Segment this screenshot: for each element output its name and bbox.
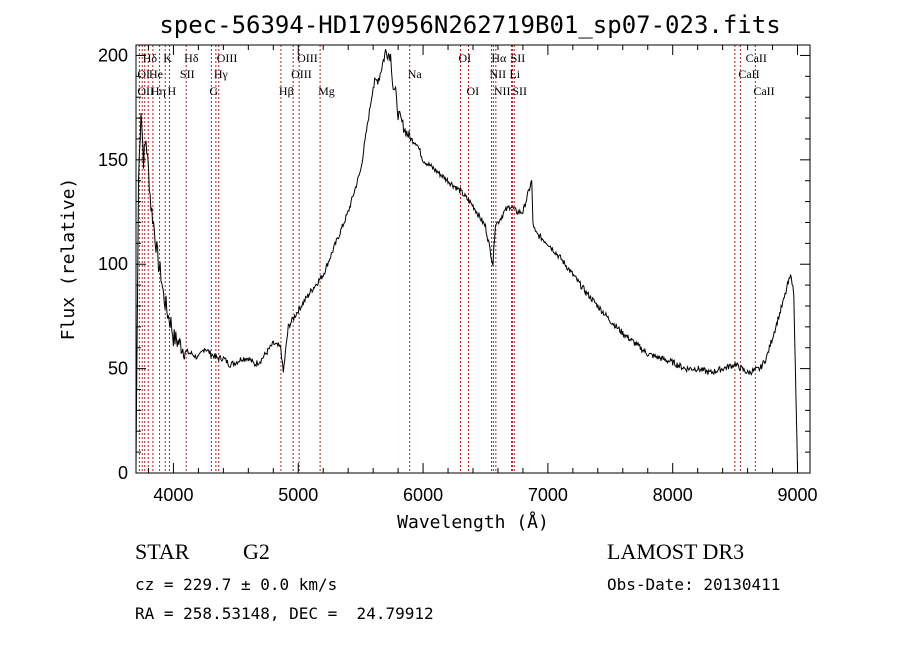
- object-subclass: G2: [243, 539, 270, 564]
- line-label: CaII: [746, 51, 767, 65]
- line-label: K: [163, 51, 172, 65]
- line-label: SII: [511, 51, 526, 65]
- y-tick-label: 50: [108, 359, 128, 379]
- y-tick-label: 150: [98, 150, 128, 170]
- axis-ticks: 4000 5000 6000 7000 8000 9000 0 50 100 150 200: [98, 45, 818, 505]
- line-label: OI: [137, 67, 150, 81]
- x-tick-label: 7000: [528, 485, 568, 505]
- x-tick-label: 5000: [278, 485, 318, 505]
- line-label: Hα: [491, 51, 507, 65]
- y-tick-label: 100: [98, 254, 128, 274]
- y-tick-label: 200: [98, 45, 128, 65]
- line-label: NII: [494, 84, 511, 98]
- y-axis-label: Flux (relative): [58, 178, 79, 341]
- line-label: OIII: [291, 67, 312, 81]
- line-label: Hγ: [214, 67, 229, 81]
- line-label: OII: [137, 84, 154, 98]
- plot-frame: [135, 44, 811, 474]
- line-label: Hδ: [143, 51, 158, 65]
- x-tick-label: 6000: [403, 485, 443, 505]
- series-line: [135, 49, 798, 469]
- line-label: CaII: [738, 67, 759, 81]
- x-axis-label: Wavelength (Å): [397, 511, 549, 533]
- spectrum-chart: spec-56394-HD170956N262719B01_sp07-023.f…: [58, 11, 818, 533]
- line-label: SII: [180, 67, 195, 81]
- line-label: Hβ: [279, 84, 294, 98]
- line-label: SII: [512, 84, 527, 98]
- x-tick-label: 8000: [653, 485, 693, 505]
- line-label: Mg: [318, 84, 335, 98]
- line-label: OI: [467, 84, 480, 98]
- coordinates-text: RA = 258.53148, DEC = 24.79912: [135, 604, 434, 623]
- x-tick-label: 4000: [153, 485, 193, 505]
- line-label: OIII: [297, 51, 318, 65]
- line-label: Li: [509, 67, 520, 81]
- chart-title: spec-56394-HD170956N262719B01_sp07-023.f…: [159, 11, 780, 39]
- line-label: Na: [408, 67, 423, 81]
- line-label: Hη: [151, 84, 166, 98]
- y-tick-label: 0: [118, 463, 128, 483]
- line-label: CaII: [753, 84, 774, 98]
- line-label: He: [149, 67, 163, 81]
- line-label: NII: [489, 67, 506, 81]
- obs-date-text: Obs-Date: 20130411: [607, 575, 781, 594]
- object-class: STAR: [135, 539, 190, 564]
- emission-line-markers: [138, 45, 756, 473]
- redshift-text: cz = 229.7 ± 0.0 km/s: [135, 575, 338, 594]
- line-label: H: [167, 84, 176, 98]
- line-label: OIII: [217, 51, 238, 65]
- x-tick-label: 9000: [777, 485, 817, 505]
- survey-name: LAMOST DR3: [607, 539, 745, 564]
- line-label: G: [209, 84, 218, 98]
- line-label: Hδ: [184, 51, 199, 65]
- line-label: OI: [459, 51, 472, 65]
